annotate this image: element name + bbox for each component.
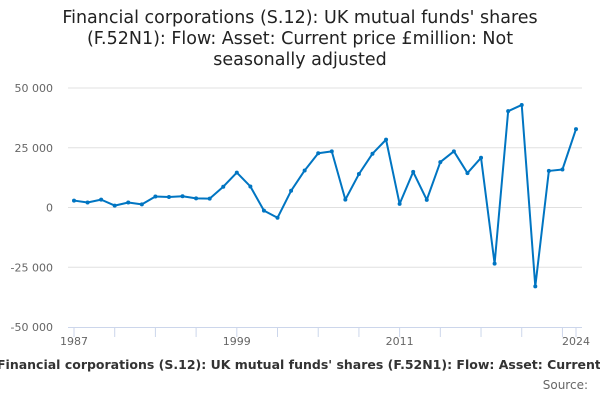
x-axis-label-container: Financial corporations (S.12): UK mutual… [0, 357, 600, 372]
data-point [411, 169, 416, 174]
source-label: Source: [542, 378, 588, 392]
data-point [356, 172, 361, 177]
data-point [438, 160, 443, 165]
data-point [506, 109, 511, 114]
series-line [73, 103, 577, 288]
y-tick-label: 25 000 [15, 142, 54, 155]
data-point [275, 215, 280, 220]
data-point [221, 184, 226, 189]
data-point [261, 208, 266, 213]
x-axis-label: Financial corporations (S.12): UK mutual… [0, 357, 600, 372]
x-tick-label: 1999 [223, 335, 251, 348]
data-point [329, 149, 334, 154]
x-tick-label: 1987 [60, 335, 88, 348]
data-point [302, 168, 307, 173]
data-point [492, 261, 497, 266]
data-point [126, 200, 131, 205]
data-point [397, 201, 402, 206]
data-point [99, 197, 104, 202]
data-point [72, 198, 76, 203]
data-point [465, 171, 470, 176]
data-point [370, 151, 375, 156]
chart-title: Financial corporations (S.12): UK mutual… [62, 8, 538, 70]
y-tick-label: 50 000 [15, 82, 54, 95]
y-tick-label: 0 [46, 202, 53, 215]
data-point [248, 184, 253, 189]
data-point [112, 203, 117, 208]
data-point [533, 284, 538, 289]
data-point [451, 149, 456, 154]
data-point [166, 194, 171, 199]
x-tick-label: 2024 [562, 335, 590, 348]
data-point [234, 170, 239, 175]
data-point [180, 194, 185, 199]
y-tick-label: -50 000 [11, 321, 53, 334]
data-point [194, 196, 199, 201]
data-point [207, 196, 212, 201]
data-point [384, 137, 389, 142]
data-point [479, 155, 484, 160]
data-point [289, 188, 294, 193]
data-point [546, 168, 551, 173]
data-point [316, 151, 321, 156]
data-point [519, 102, 524, 107]
data-point [85, 200, 90, 205]
data-point [424, 197, 429, 202]
data-point [560, 167, 565, 172]
data-point [139, 202, 144, 207]
data-point [343, 197, 348, 202]
data-point [574, 127, 578, 132]
data-point [153, 194, 158, 199]
x-tick-label: 2011 [386, 335, 414, 348]
y-tick-label: -25 000 [11, 261, 53, 274]
